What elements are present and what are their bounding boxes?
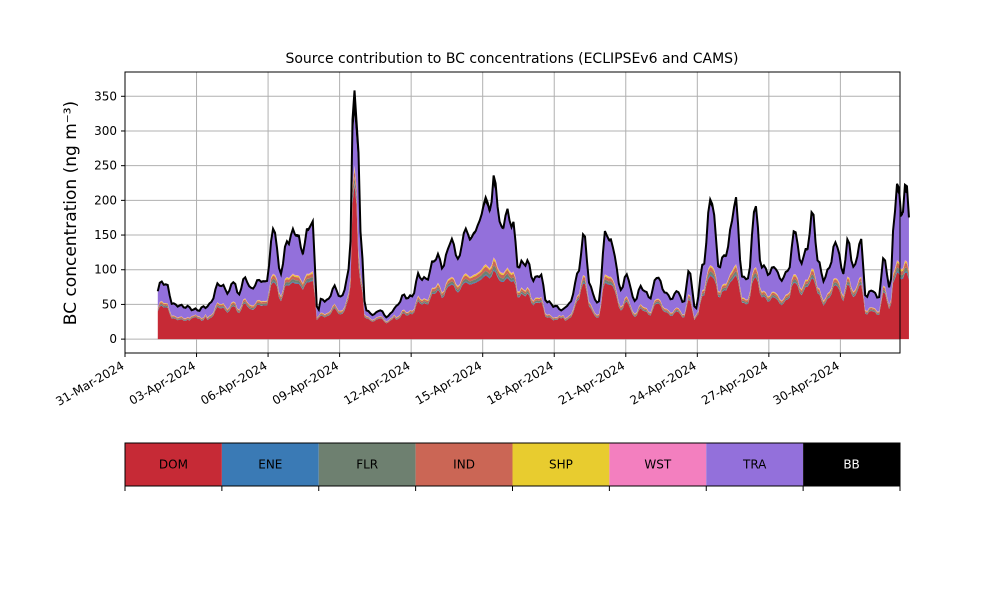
x-tick-label: 06-Apr-2024 (198, 358, 269, 407)
x-axis: 31-Mar-2024 03-Apr-2024 06-Apr-2024 09-Apr-… (53, 353, 842, 409)
legend-colorbar: DOM ENE FLR IND SHP WST TRA BB (124, 442, 901, 491)
x-tick-label: 27-Apr-2024 (699, 358, 770, 407)
y-axis-label: BC concentration (ng m⁻³) (61, 101, 81, 325)
legend-swatch-wst (609, 443, 707, 486)
legend-label-bb: BB (843, 458, 859, 472)
legend-swatch-dom (125, 443, 222, 486)
legend-swatch-flr (318, 443, 416, 486)
y-tick-label: 50 (102, 297, 117, 311)
y-axis: 0 50 100 150 200 250 300 350 (94, 89, 125, 346)
area-dom (157, 184, 909, 340)
x-tick-label: 24-Apr-2024 (628, 358, 699, 407)
y-tick-label: 250 (94, 159, 117, 173)
area-tra (157, 115, 909, 322)
plot-frame (124, 71, 901, 354)
y-tick-label: 350 (94, 89, 117, 103)
total-concentration-line (156, 90, 910, 319)
x-tick-label: 18-Apr-2024 (484, 358, 555, 407)
x-tick-label: 31-Mar-2024 (53, 358, 126, 408)
y-tick-label: 300 (94, 124, 117, 138)
y-tick-label: 100 (94, 263, 117, 277)
legend-label-ene: ENE (258, 458, 282, 472)
legend-label-dom: DOM (159, 458, 188, 472)
legend-swatch-shp (512, 443, 610, 486)
y-tick-label: 200 (94, 193, 117, 207)
legend-label-shp: SHP (549, 458, 573, 472)
x-tick-label: 09-Apr-2024 (270, 358, 341, 407)
legend-label-ind: IND (453, 458, 475, 472)
x-tick-label: 30-Apr-2024 (771, 358, 842, 407)
legend-swatch-ind (415, 443, 513, 486)
legend-swatch-tra (706, 443, 804, 486)
y-tick-label: 150 (94, 228, 117, 242)
legend-swatch-ene (221, 443, 319, 486)
legend-swatch-bb (803, 443, 900, 486)
legend-label-flr: FLR (356, 458, 378, 472)
x-tick-label: 12-Apr-2024 (341, 358, 412, 407)
x-tick-label: 03-Apr-2024 (127, 358, 198, 407)
x-tick-label: 21-Apr-2024 (556, 358, 627, 407)
x-tick-label: 15-Apr-2024 (413, 358, 484, 407)
legend-label-tra: TRA (742, 458, 767, 472)
chart-title: Source contribution to BC concentrations… (285, 51, 738, 67)
y-tick-label: 0 (109, 332, 117, 346)
stacked-areas (157, 90, 909, 340)
legend-label-wst: WST (644, 458, 671, 472)
